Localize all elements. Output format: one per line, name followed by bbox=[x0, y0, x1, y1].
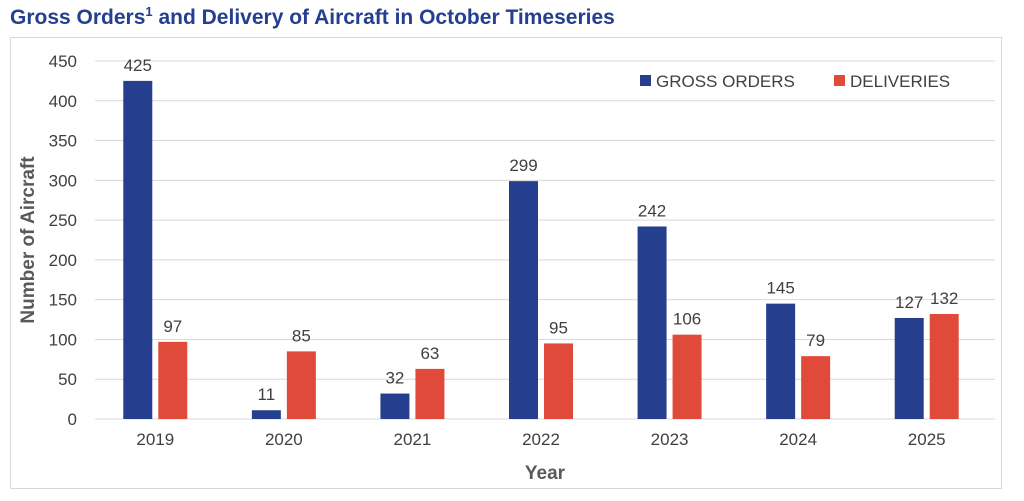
data-label: 79 bbox=[806, 331, 825, 350]
data-label: 127 bbox=[895, 293, 923, 312]
bar-gross-orders bbox=[509, 181, 538, 419]
data-label: 132 bbox=[930, 289, 958, 308]
title-footnote: 1 bbox=[145, 4, 153, 19]
title-part: and Delivery of Aircraft in October Time… bbox=[152, 6, 615, 29]
y-tick-label: 0 bbox=[68, 410, 77, 429]
bar-deliveries bbox=[672, 334, 702, 419]
bar-gross-orders bbox=[251, 410, 281, 419]
legend-label: DELIVERIES bbox=[850, 72, 950, 91]
x-tick-label: 2020 bbox=[265, 430, 303, 449]
data-label: 299 bbox=[509, 156, 537, 175]
x-tick-label: 2021 bbox=[394, 430, 432, 449]
chart-title: Gross Orders1 and Delivery of Aircraft i… bbox=[10, 4, 615, 30]
bar-gross-orders bbox=[380, 393, 410, 419]
y-tick-label: 250 bbox=[49, 211, 77, 230]
bar-gross-orders bbox=[766, 303, 796, 419]
bar-deliveries bbox=[286, 351, 316, 419]
data-label: 97 bbox=[163, 317, 182, 336]
data-label: 106 bbox=[673, 310, 701, 329]
y-tick-label: 350 bbox=[49, 132, 77, 151]
bar-deliveries bbox=[801, 356, 831, 419]
bar-gross-orders bbox=[637, 226, 667, 419]
x-tick-label: 2023 bbox=[651, 430, 689, 449]
y-tick-label: 150 bbox=[49, 291, 77, 310]
y-tick-label: 50 bbox=[58, 370, 77, 389]
y-tick-label: 200 bbox=[49, 251, 77, 270]
data-label: 85 bbox=[292, 326, 311, 345]
bar-deliveries bbox=[544, 343, 573, 419]
legend-swatch bbox=[640, 75, 651, 86]
bar-gross-orders bbox=[123, 80, 153, 419]
x-tick-label: 2022 bbox=[522, 430, 560, 449]
y-tick-label: 300 bbox=[49, 171, 77, 190]
data-label: 95 bbox=[549, 318, 568, 337]
data-label: 63 bbox=[420, 344, 439, 363]
data-label: 242 bbox=[638, 201, 666, 220]
bar-deliveries bbox=[158, 341, 188, 419]
x-axis-title: Year bbox=[525, 463, 566, 484]
legend-swatch bbox=[834, 75, 845, 86]
data-label: 11 bbox=[258, 385, 276, 404]
x-tick-label: 2024 bbox=[779, 430, 817, 449]
data-label: 145 bbox=[766, 279, 794, 298]
legend-label: GROSS ORDERS bbox=[656, 72, 795, 91]
data-label: 32 bbox=[385, 369, 404, 388]
y-tick-label: 100 bbox=[49, 330, 77, 349]
y-axis-title: Number of Aircraft bbox=[18, 156, 39, 324]
x-tick-label: 2025 bbox=[908, 430, 946, 449]
bar-deliveries bbox=[415, 368, 445, 419]
x-tick-label: 2019 bbox=[136, 430, 174, 449]
y-tick-label: 450 bbox=[49, 52, 77, 71]
bar-deliveries bbox=[929, 313, 959, 419]
data-label: 425 bbox=[124, 56, 152, 75]
bar-gross-orders bbox=[894, 317, 924, 419]
title-part: Gross Orders bbox=[10, 6, 146, 29]
chart-frame bbox=[10, 37, 1002, 489]
y-tick-label: 400 bbox=[49, 92, 77, 111]
